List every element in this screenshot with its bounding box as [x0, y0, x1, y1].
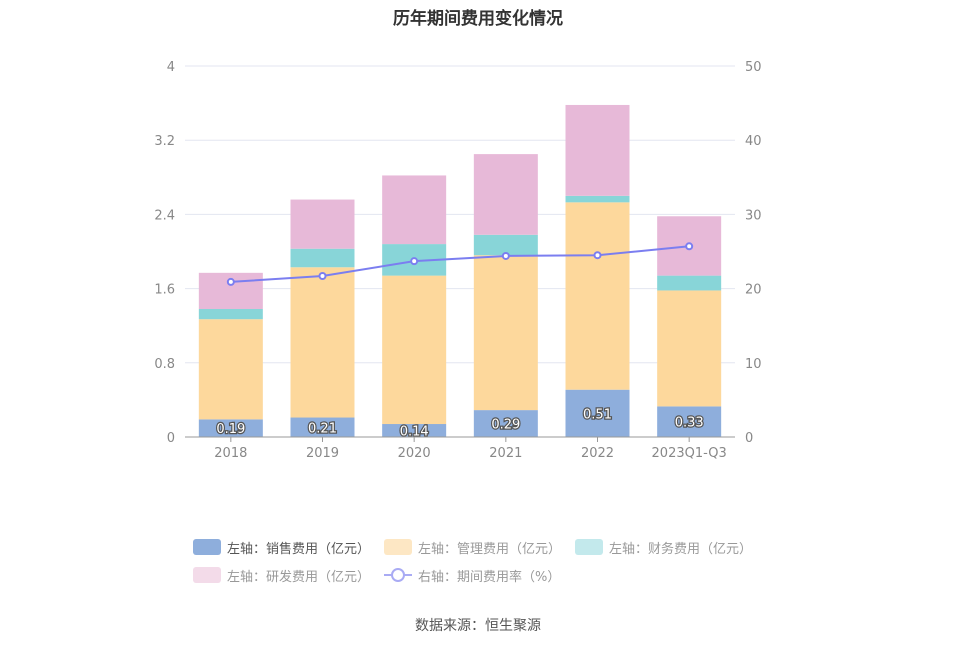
bar-data-label: 0.51 [583, 407, 612, 422]
left-axis-tick: 1.6 [154, 283, 175, 298]
bar-segment [382, 424, 447, 437]
bar-segment [382, 175, 447, 245]
bar-segment [290, 248, 355, 268]
legend-item-rate[interactable]: 右轴：期间费用率（%） [384, 566, 560, 585]
bar-segment [290, 199, 355, 249]
data-source: 数据来源：恒生聚源 [415, 618, 541, 634]
right-axis-tick: 0 [745, 431, 753, 446]
legend-swatch [193, 539, 221, 555]
x-axis-tick: 2022 [581, 446, 614, 461]
rate-point [318, 271, 327, 280]
bar-data-label: 0.14 [400, 425, 429, 440]
bar-segment [290, 417, 355, 437]
left-axis-tick: 4 [167, 60, 175, 75]
bar-segment [198, 309, 263, 320]
right-axis-tick: 40 [745, 134, 762, 149]
right-axis-tick: 10 [745, 357, 762, 372]
right-axis-tick: 20 [745, 283, 762, 298]
bar-segment [473, 410, 538, 437]
bar-segment [382, 275, 447, 425]
bar-data-label: 0.19 [216, 422, 245, 437]
bar-data-label: 0.33 [675, 416, 704, 431]
legend-item-sales[interactable]: 左轴：销售费用（亿元） [193, 538, 370, 557]
legend-swatch [193, 567, 221, 583]
x-axis-tick: 2023Q1-Q3 [652, 446, 727, 461]
legend-item-rd[interactable]: 左轴：研发费用（亿元） [193, 566, 370, 585]
bar-segment [565, 104, 630, 196]
bar-segment [198, 419, 263, 437]
bar-data-label: 0.21 [308, 421, 337, 436]
bar-segment [657, 275, 722, 291]
rate-point [685, 242, 694, 251]
bar-segment [565, 195, 630, 203]
chart-title: 历年期间费用变化情况 [393, 9, 563, 29]
bar-segment [565, 202, 630, 390]
x-axis-tick: 2019 [306, 446, 339, 461]
chart-plot: 0 0 0.8 10 1.6 20 2.4 30 3.2 40 4 50 0.19 2018 0.21 201… [154, 60, 762, 461]
x-axis-tick: 2018 [214, 446, 247, 461]
bar-segment [473, 255, 538, 411]
right-axis-tick: 30 [745, 208, 762, 223]
legend-item-finance[interactable]: 左轴：财务费用（亿元） [575, 538, 752, 557]
right-axis-tick: 50 [745, 60, 762, 75]
bar-segment [290, 267, 355, 418]
line-marker-icon [384, 568, 413, 582]
rate-line [230, 245, 690, 283]
rate-point [593, 251, 602, 260]
rate-point [226, 277, 235, 286]
bar-segment [565, 389, 630, 437]
bar-segment [473, 234, 538, 256]
left-axis-tick: 0 [167, 431, 175, 446]
left-axis-tick: 3.2 [154, 134, 175, 149]
bar-segment [473, 154, 538, 235]
rate-point [410, 257, 419, 266]
left-axis-tick: 0.8 [154, 357, 175, 372]
legend-swatch [384, 539, 413, 555]
legend: 左轴：销售费用（亿元） 左轴：管理费用（亿元） 左轴：财务费用（亿元） 左轴：研… [193, 533, 793, 589]
legend-item-admin[interactable]: 左轴：管理费用（亿元） [384, 538, 561, 557]
bar-segment [657, 290, 722, 407]
bar-segment [657, 406, 722, 437]
bar-segment [198, 319, 263, 420]
x-axis-tick: 2021 [489, 446, 522, 461]
rate-point [501, 251, 510, 260]
bar-data-label: 0.29 [491, 418, 520, 433]
x-axis-tick: 2020 [398, 446, 431, 461]
left-axis-tick: 2.4 [154, 208, 175, 223]
legend-swatch [575, 539, 604, 555]
